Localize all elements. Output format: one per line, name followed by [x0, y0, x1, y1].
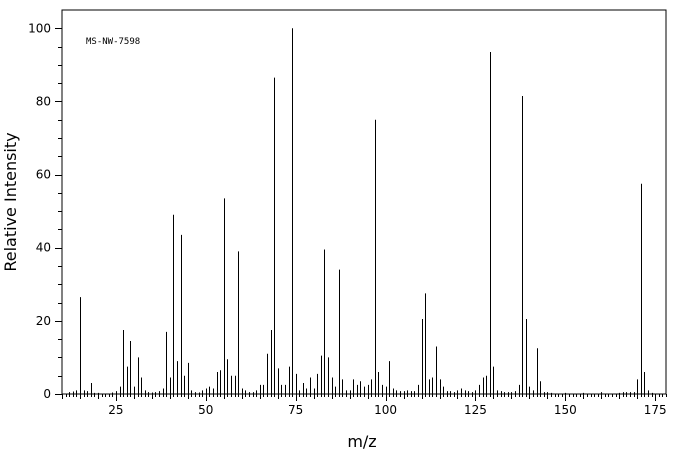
x-tick-label-25: 25 — [108, 403, 123, 417]
y-tick-label-20: 20 — [36, 314, 51, 328]
y-tick-label-60: 60 — [36, 168, 51, 182]
x-axis-tick-labels: 25 50 75 100 125 150 175 — [108, 403, 666, 417]
spectrum-code-label: MS-NW-7598 — [86, 37, 140, 47]
x-axis-title: m/z — [347, 432, 376, 451]
y-tick-label-0: 0 — [43, 387, 51, 401]
plot-frame — [61, 9, 667, 395]
y-tick-label-40: 40 — [36, 241, 51, 255]
y-tick-label-80: 80 — [36, 94, 51, 108]
y-axis-ticks — [55, 28, 62, 395]
x-axis-ticks — [62, 394, 667, 401]
x-tick-label-175: 175 — [644, 403, 667, 417]
y-tick-label-100: 100 — [28, 21, 51, 35]
y-axis-title: Relative Intensity — [1, 132, 20, 271]
y-axis-tick-labels: 0 20 40 60 80 100 — [28, 21, 51, 401]
x-tick-label-125: 125 — [464, 403, 487, 417]
x-tick-label-150: 150 — [554, 403, 577, 417]
x-tick-label-100: 100 — [374, 403, 397, 417]
peaks-group — [69, 28, 653, 394]
x-tick-label-50: 50 — [198, 403, 213, 417]
x-tick-label-75: 75 — [288, 403, 303, 417]
